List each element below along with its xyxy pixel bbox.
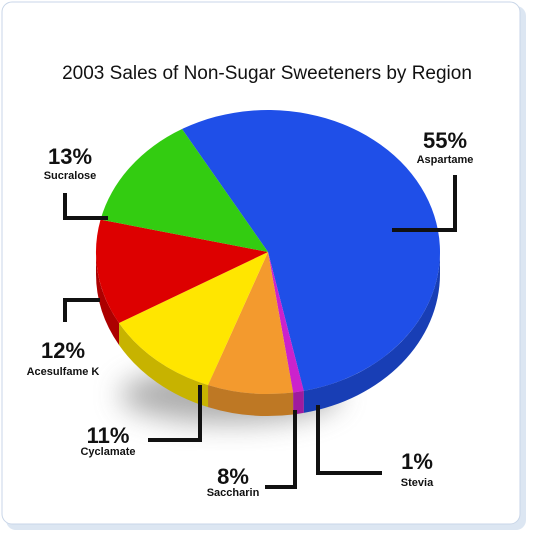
category-label: Stevia	[401, 477, 434, 489]
chart-title: 2003 Sales of Non-Sugar Sweeteners by Re…	[62, 63, 472, 84]
value-label: 11%	[87, 423, 130, 448]
pie-slice	[182, 109, 440, 391]
slice-side	[208, 385, 294, 417]
pie-slice	[268, 252, 304, 393]
slice-side	[303, 252, 440, 413]
pie-slice	[119, 252, 268, 386]
category-label: Aspartame	[417, 154, 474, 166]
category-label: Cyclamate	[80, 446, 135, 458]
leader-line	[63, 193, 108, 220]
pie-slice	[208, 252, 294, 394]
category-label: Sucralose	[44, 170, 97, 182]
pie-sides	[96, 252, 440, 417]
leader-line	[392, 175, 457, 232]
slice-side	[96, 252, 120, 345]
pie-tops	[95, 109, 440, 394]
slice-side	[119, 323, 209, 408]
labels: 55%Aspartame 1% Stevia 8%Saccharin 11%Cyclam…	[27, 128, 474, 499]
value-label: 8%	[217, 464, 249, 489]
leader-line	[63, 298, 100, 322]
pie-slice	[95, 219, 268, 323]
category-label: Saccharin	[207, 487, 260, 499]
slice-side	[293, 390, 304, 415]
value-label: 55%	[423, 128, 467, 153]
leader-line	[316, 405, 382, 475]
value-label: 1%	[401, 449, 433, 474]
leader-line	[148, 385, 202, 442]
value-label: 12%	[41, 338, 85, 363]
pie-slice	[100, 129, 268, 252]
leader-line	[265, 410, 297, 489]
value-label: 13%	[48, 144, 92, 169]
category-label: Acesulfame K	[27, 366, 100, 378]
